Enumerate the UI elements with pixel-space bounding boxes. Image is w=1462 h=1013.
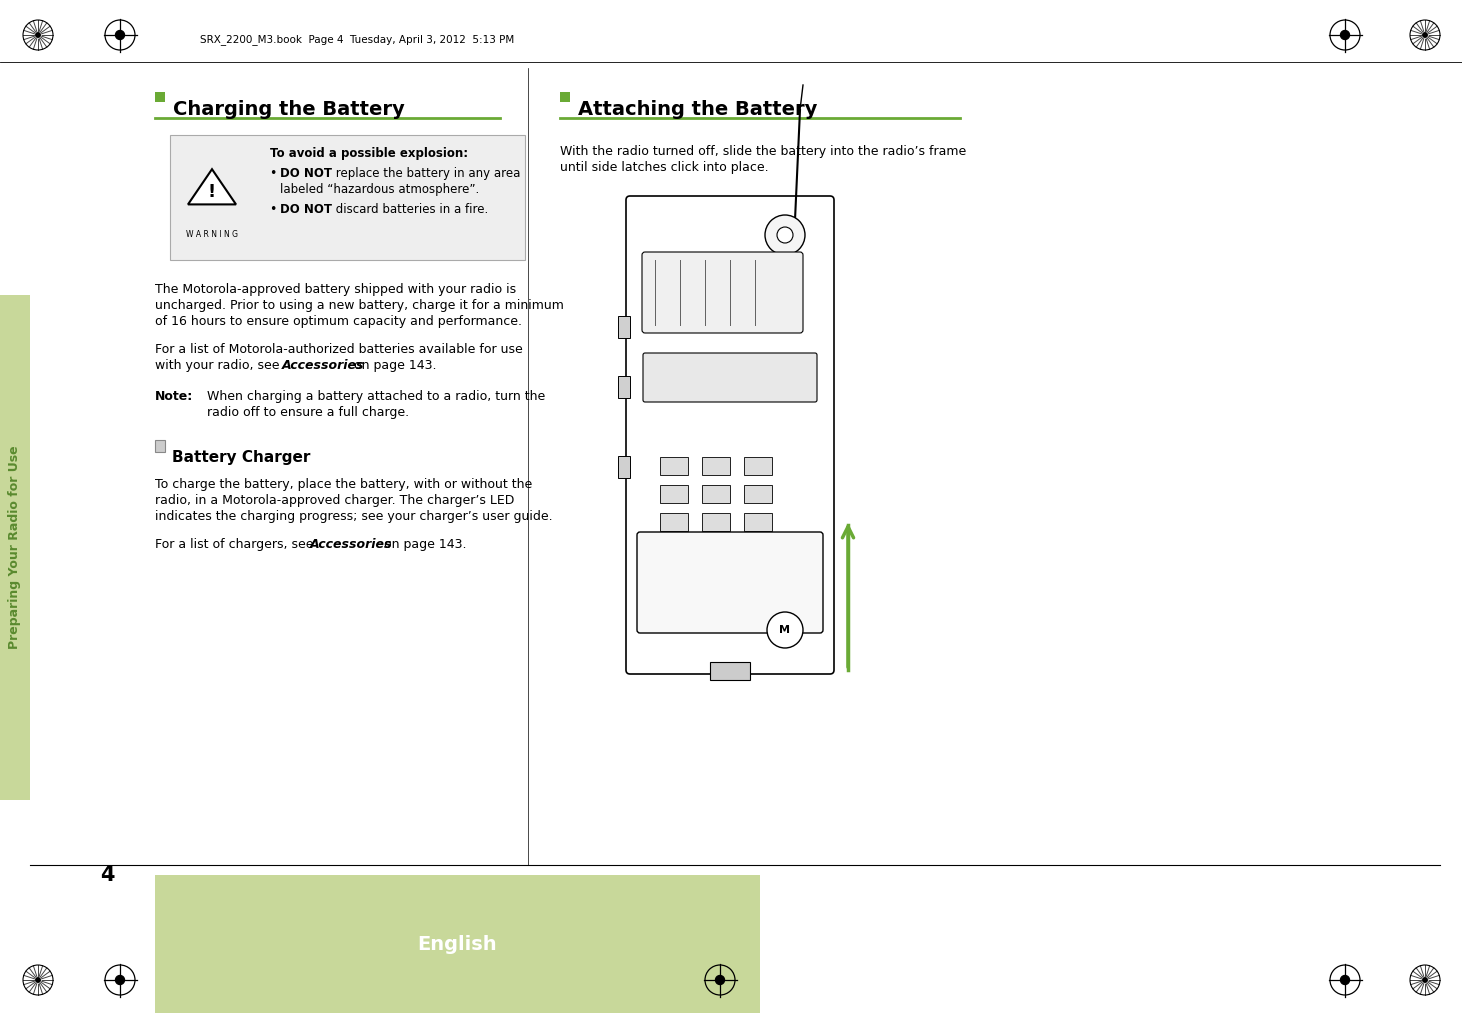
- Bar: [155, 440, 165, 452]
- Text: on page 143.: on page 143.: [380, 538, 466, 551]
- Text: With the radio turned off, slide the battery into the radio’s frame: With the radio turned off, slide the bat…: [560, 145, 966, 158]
- Circle shape: [115, 30, 124, 40]
- Bar: [560, 92, 570, 102]
- Bar: [659, 457, 689, 475]
- Text: Preparing Your Radio for Use: Preparing Your Radio for Use: [9, 446, 22, 649]
- Bar: [744, 485, 772, 503]
- Text: Attaching the Battery: Attaching the Battery: [577, 100, 817, 119]
- Text: radio off to ensure a full charge.: radio off to ensure a full charge.: [208, 406, 409, 419]
- Text: The Motorola-approved battery shipped with your radio is: The Motorola-approved battery shipped wi…: [155, 283, 516, 296]
- Circle shape: [1341, 976, 1349, 985]
- Text: For a list of chargers, see: For a list of chargers, see: [155, 538, 317, 551]
- Circle shape: [1423, 32, 1427, 37]
- Circle shape: [35, 32, 41, 37]
- Text: with your radio, see: with your radio, see: [155, 359, 284, 372]
- Circle shape: [765, 215, 806, 255]
- Text: DO NOT: DO NOT: [281, 167, 332, 180]
- Bar: [155, 875, 760, 1013]
- Text: radio, in a Motorola-approved charger. The charger’s LED: radio, in a Motorola-approved charger. T…: [155, 494, 515, 506]
- Text: Accessories: Accessories: [282, 359, 364, 372]
- Text: To charge the battery, place the battery, with or without the: To charge the battery, place the battery…: [155, 478, 532, 491]
- Text: !: !: [208, 183, 216, 201]
- Text: SRX_2200_M3.book  Page 4  Tuesday, April 3, 2012  5:13 PM: SRX_2200_M3.book Page 4 Tuesday, April 3…: [200, 34, 515, 46]
- Bar: [170, 135, 525, 260]
- Bar: [0, 295, 31, 800]
- Bar: [744, 513, 772, 531]
- Text: When charging a battery attached to a radio, turn the: When charging a battery attached to a ra…: [208, 390, 545, 403]
- Bar: [744, 457, 772, 475]
- Bar: [618, 376, 630, 398]
- Polygon shape: [189, 169, 235, 205]
- Text: discard batteries in a fire.: discard batteries in a fire.: [332, 203, 488, 216]
- Bar: [711, 663, 750, 680]
- FancyBboxPatch shape: [643, 353, 817, 402]
- Text: •: •: [270, 203, 281, 216]
- Circle shape: [776, 227, 792, 243]
- Text: replace the battery in any area: replace the battery in any area: [332, 167, 520, 180]
- Text: uncharged. Prior to using a new battery, charge it for a minimum: uncharged. Prior to using a new battery,…: [155, 299, 564, 312]
- Bar: [659, 485, 689, 503]
- Text: English: English: [418, 935, 497, 953]
- Bar: [702, 485, 730, 503]
- FancyBboxPatch shape: [642, 252, 803, 333]
- Text: of 16 hours to ensure optimum capacity and performance.: of 16 hours to ensure optimum capacity a…: [155, 315, 522, 328]
- Bar: [155, 92, 165, 102]
- Text: indicates the charging progress; see your charger’s user guide.: indicates the charging progress; see you…: [155, 510, 553, 523]
- Bar: [702, 513, 730, 531]
- Text: DO NOT: DO NOT: [281, 203, 332, 216]
- Text: Battery Charger: Battery Charger: [173, 450, 310, 465]
- Text: 4: 4: [99, 865, 114, 885]
- Text: Accessories: Accessories: [310, 538, 392, 551]
- Circle shape: [115, 976, 124, 985]
- Text: until side latches click into place.: until side latches click into place.: [560, 161, 769, 174]
- Bar: [659, 513, 689, 531]
- Text: labeled “hazardous atmosphere”.: labeled “hazardous atmosphere”.: [281, 183, 480, 196]
- Circle shape: [715, 976, 725, 985]
- Text: M: M: [779, 625, 791, 635]
- Text: Charging the Battery: Charging the Battery: [173, 100, 405, 119]
- FancyBboxPatch shape: [637, 532, 823, 633]
- Text: For a list of Motorola-authorized batteries available for use: For a list of Motorola-authorized batter…: [155, 343, 523, 356]
- Circle shape: [1341, 30, 1349, 40]
- Text: To avoid a possible explosion:: To avoid a possible explosion:: [270, 147, 468, 160]
- Circle shape: [768, 612, 803, 648]
- Text: Note:: Note:: [155, 390, 193, 403]
- Bar: [702, 457, 730, 475]
- Bar: [618, 316, 630, 338]
- Text: W A R N I N G: W A R N I N G: [186, 230, 238, 239]
- Text: on page 143.: on page 143.: [349, 359, 437, 372]
- Circle shape: [35, 978, 41, 983]
- Circle shape: [1423, 978, 1427, 983]
- Bar: [618, 456, 630, 478]
- Text: •: •: [270, 167, 281, 180]
- FancyBboxPatch shape: [626, 196, 833, 674]
